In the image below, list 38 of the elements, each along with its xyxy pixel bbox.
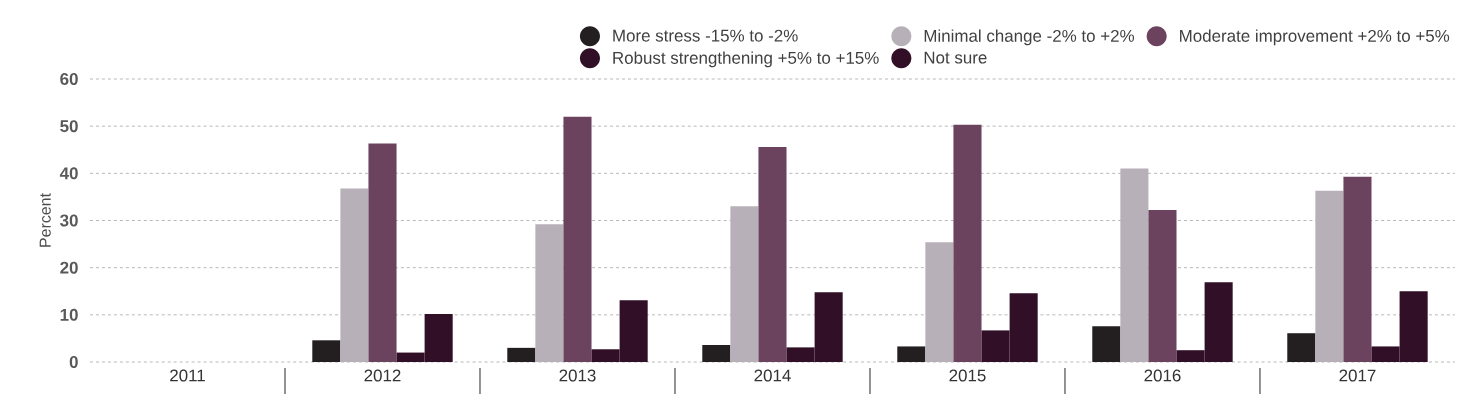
x-tick-label: 2015: [949, 369, 986, 382]
bar: [312, 340, 341, 362]
bar: [897, 346, 926, 362]
bar: [758, 146, 787, 362]
y-axis-title: Percent: [39, 193, 51, 247]
bar: [953, 124, 982, 362]
y-tick-label: 10: [60, 308, 78, 321]
bar: [368, 143, 397, 362]
legend-label: Minimal change -2% to +2%: [924, 29, 1135, 46]
y-tick-label: 0: [69, 356, 78, 368]
y-tick-label: 20: [60, 261, 78, 274]
y-tick-label: 40: [59, 167, 78, 180]
bar: [1148, 210, 1177, 362]
y-tick-label: 50: [60, 120, 78, 133]
bar: [1315, 190, 1344, 362]
bar: [925, 242, 954, 362]
x-tick-label: 2013: [559, 369, 596, 382]
x-tick-label: 2016: [1144, 369, 1181, 382]
legend-label: Not sure: [924, 51, 987, 64]
bar: [1092, 326, 1121, 362]
bar: [730, 206, 759, 362]
x-tick-label: 2011: [170, 369, 205, 382]
x-tick-label: 2014: [754, 369, 791, 382]
bar: [702, 345, 731, 362]
bar: [1120, 168, 1149, 362]
bar: [1343, 176, 1372, 362]
y-tick-label: 60: [60, 73, 78, 85]
bar: [340, 188, 369, 362]
x-tick-label: 2012: [364, 369, 401, 382]
bar: [1287, 333, 1316, 362]
bar: [563, 116, 592, 362]
legend-label: More stress -15% to -2%: [613, 29, 798, 42]
bar: [535, 224, 564, 362]
y-tick-label: 30: [60, 214, 78, 227]
bar: [507, 347, 536, 362]
legend-label: Robust strengthening +5% to +15%: [613, 51, 879, 68]
x-tick-label: 2017: [1339, 369, 1376, 382]
legend-label: Moderate improvement +2% to +5%: [1180, 29, 1450, 46]
